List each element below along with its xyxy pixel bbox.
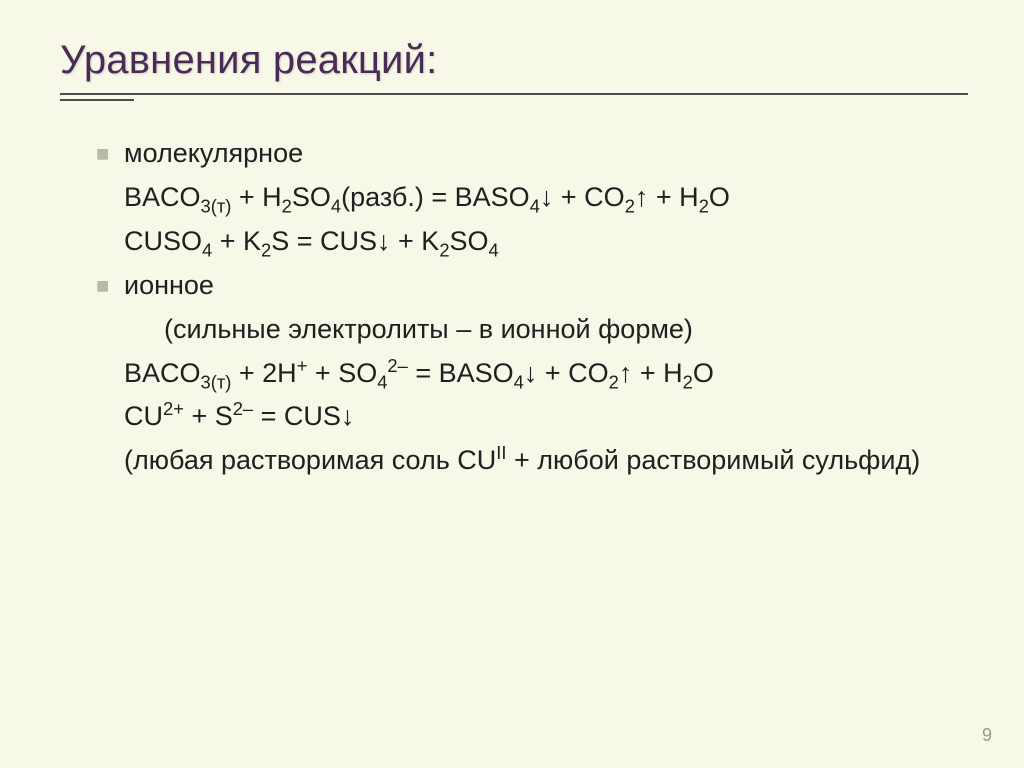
bullet-icon: ■	[96, 133, 124, 175]
equation-line: (любая растворимая соль CUII + любой рас…	[96, 440, 948, 482]
paren-text: (сильные электролиты – в ионной форме)	[124, 309, 948, 351]
bullet-text: молекулярное	[124, 133, 948, 175]
equation-text: (любая растворимая соль CUII + любой рас…	[124, 440, 948, 482]
slide-content: ■ молекулярное BACO3(т) + H2SO4(разб.) =…	[96, 133, 948, 482]
equation-text: CU2+ + S2– = CUS↓	[124, 396, 948, 438]
bullet-item: ■ молекулярное	[96, 133, 948, 175]
title-rule-long	[60, 93, 968, 95]
slide-title: Уравнения реакций:	[60, 38, 968, 83]
title-rule	[60, 93, 968, 99]
bullet-text: ионное	[124, 265, 948, 307]
equation-line: BACO3(т) + 2H+ + SO42– = BASO4↓ + CO2↑ +…	[96, 353, 948, 395]
slide: Уравнения реакций: ■ молекулярное BACO3(…	[0, 0, 1024, 768]
equation-line: CU2+ + S2– = CUS↓	[96, 396, 948, 438]
equation-text: CUSO4 + K2S = CUS↓ + K2SO4	[124, 221, 948, 263]
equation-text: BACO3(т) + 2H+ + SO42– = BASO4↓ + CO2↑ +…	[124, 353, 948, 395]
page-number: 9	[982, 725, 992, 746]
title-rule-short	[60, 99, 134, 101]
bullet-icon: ■	[96, 265, 124, 307]
equation-line: CUSO4 + K2S = CUS↓ + K2SO4	[96, 221, 948, 263]
paren-line: (сильные электролиты – в ионной форме)	[96, 309, 948, 351]
equation-line: BACO3(т) + H2SO4(разб.) = BASO4↓ + CO2↑ …	[96, 177, 948, 219]
equation-text: BACO3(т) + H2SO4(разб.) = BASO4↓ + CO2↑ …	[124, 177, 948, 219]
bullet-item: ■ ионное	[96, 265, 948, 307]
